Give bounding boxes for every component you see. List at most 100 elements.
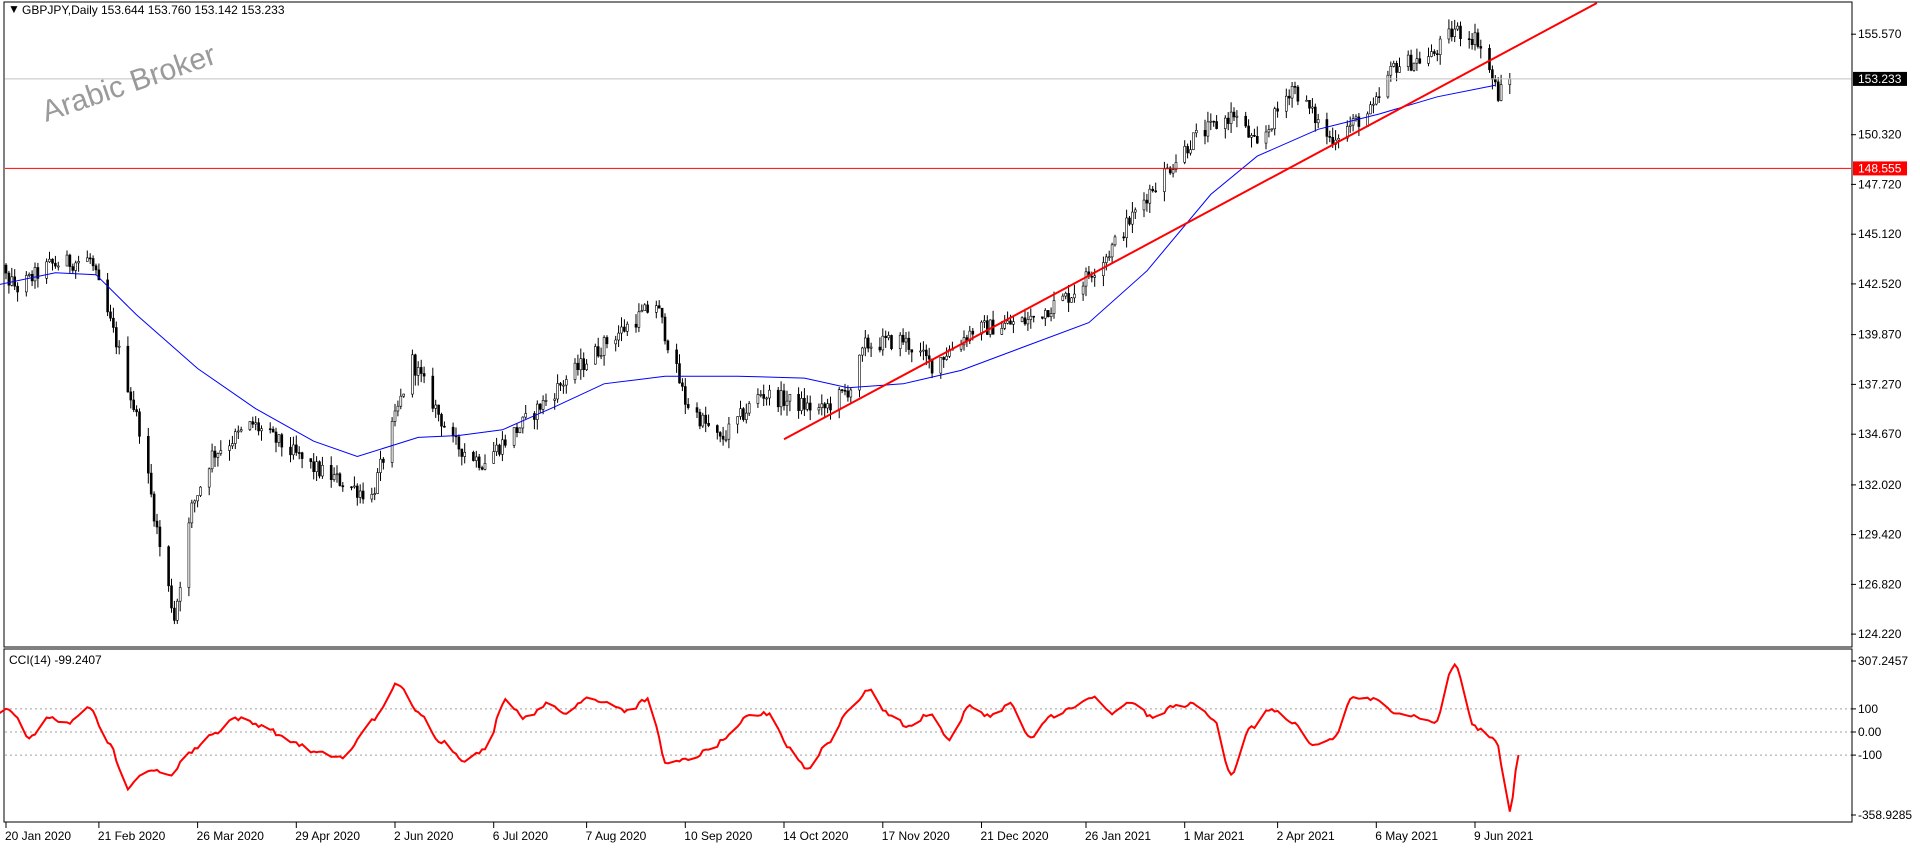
time-tick-label: 10 Sep 2020 bbox=[684, 829, 752, 843]
candle-body bbox=[126, 345, 130, 393]
candle-body bbox=[788, 393, 792, 402]
candle-body bbox=[1142, 199, 1146, 211]
time-tick-label: 20 Jan 2020 bbox=[5, 829, 71, 843]
candle-body bbox=[440, 414, 443, 427]
candle-body bbox=[1287, 95, 1291, 99]
candle-body bbox=[7, 272, 11, 286]
candle-body bbox=[945, 355, 948, 360]
candle-body bbox=[866, 337, 870, 349]
candle-body bbox=[335, 473, 339, 476]
candle-body bbox=[1122, 236, 1125, 239]
candle-body bbox=[907, 337, 911, 350]
candle-body bbox=[274, 431, 278, 443]
price-tick-label: 134.670 bbox=[1858, 427, 1902, 441]
candle-body bbox=[823, 403, 827, 409]
candle-body bbox=[170, 585, 173, 609]
candle-body bbox=[541, 400, 545, 410]
candle-body bbox=[736, 416, 739, 425]
price-levels-group bbox=[5, 78, 1851, 169]
candle-body bbox=[1113, 236, 1117, 246]
candle-body bbox=[277, 434, 281, 443]
candle-body bbox=[1496, 81, 1500, 101]
candle-body bbox=[68, 254, 72, 267]
candle-body bbox=[1406, 54, 1410, 67]
time-axis-group: 20 Jan 2020 21 Feb 2020 26 Mar 2020 29 Apr … bbox=[5, 822, 1534, 843]
candle-body bbox=[1499, 84, 1503, 101]
candle-body bbox=[1346, 126, 1349, 139]
candle-body bbox=[318, 461, 321, 477]
candle-body bbox=[1110, 244, 1114, 258]
candle-body bbox=[620, 326, 623, 334]
candle-body bbox=[573, 362, 577, 380]
candle-body bbox=[681, 382, 684, 387]
candle-body bbox=[1453, 28, 1456, 38]
candle-body bbox=[605, 337, 609, 345]
candle-body bbox=[744, 412, 748, 421]
candle-body bbox=[86, 257, 89, 262]
candle-body bbox=[805, 402, 809, 410]
candle-body bbox=[623, 326, 626, 332]
candle-body bbox=[503, 439, 507, 446]
candle-body bbox=[1044, 310, 1047, 319]
candle-body bbox=[94, 265, 98, 271]
candle-body bbox=[297, 452, 301, 454]
candle-body bbox=[300, 452, 304, 459]
candle-body bbox=[1494, 79, 1497, 83]
candle-body bbox=[817, 407, 821, 411]
candle-body bbox=[919, 350, 922, 353]
candle-body bbox=[559, 383, 562, 386]
candle-body bbox=[686, 404, 690, 408]
candle-body bbox=[117, 345, 121, 348]
candle-body bbox=[431, 375, 435, 409]
candle-body bbox=[1328, 136, 1332, 138]
candle-body bbox=[1151, 188, 1154, 192]
candle-body bbox=[675, 349, 678, 364]
cci-tick-label: -100 bbox=[1858, 748, 1882, 762]
cci-tick-label: 0.00 bbox=[1858, 725, 1882, 739]
candle-body bbox=[271, 428, 275, 433]
candle-body bbox=[498, 444, 501, 455]
candle-body bbox=[1052, 300, 1056, 314]
candle-body bbox=[1467, 38, 1471, 41]
candle-body bbox=[149, 472, 153, 495]
candle-body bbox=[904, 337, 908, 343]
candle-body bbox=[715, 425, 719, 433]
time-tick-label: 14 Oct 2020 bbox=[783, 829, 849, 843]
candle-body bbox=[27, 273, 31, 276]
symbol-dropdown-icon[interactable]: ▼ bbox=[8, 2, 20, 16]
candle-body bbox=[97, 269, 101, 281]
candle-body bbox=[742, 408, 745, 420]
candle-body bbox=[861, 347, 864, 356]
candle-body bbox=[1427, 56, 1430, 64]
candle-body bbox=[1006, 320, 1009, 324]
candle-body bbox=[413, 354, 417, 376]
candle-body bbox=[411, 354, 414, 395]
candle-body bbox=[826, 403, 829, 409]
candle-body bbox=[45, 261, 48, 279]
candle-body bbox=[1215, 121, 1218, 129]
candle-body bbox=[942, 357, 946, 360]
candle-body bbox=[1003, 322, 1007, 329]
candle-body bbox=[646, 304, 649, 313]
candle-body bbox=[135, 409, 138, 413]
candle-body bbox=[1459, 25, 1462, 40]
moving-average-line bbox=[0, 84, 1496, 458]
candle-body bbox=[257, 422, 260, 432]
candle-body bbox=[393, 410, 397, 422]
candle-body bbox=[983, 320, 986, 323]
candle-body bbox=[1418, 58, 1422, 64]
candle-body bbox=[884, 335, 888, 339]
candle-body bbox=[1041, 316, 1044, 319]
candle-body bbox=[1232, 111, 1236, 118]
candle-body bbox=[1290, 86, 1294, 99]
candle-body bbox=[196, 495, 199, 502]
candle-body bbox=[512, 427, 516, 446]
candle-body bbox=[898, 334, 902, 350]
candle-body bbox=[1476, 32, 1480, 47]
candle-body bbox=[173, 607, 176, 621]
candle-body bbox=[1163, 168, 1166, 192]
price-pane-frame bbox=[3, 1, 1853, 648]
candle-body bbox=[1395, 62, 1398, 73]
candle-body bbox=[1285, 95, 1288, 112]
